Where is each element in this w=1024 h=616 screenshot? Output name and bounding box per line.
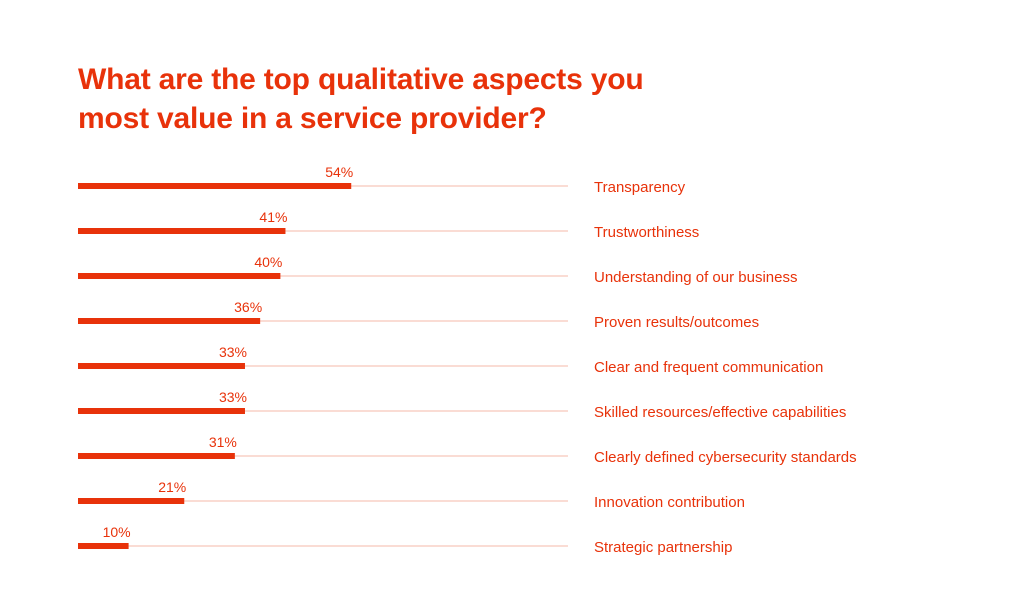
value-label: 41% <box>259 209 287 225</box>
category-label: Trustworthiness <box>594 224 699 241</box>
bar <box>78 498 185 504</box>
value-label: 31% <box>209 434 237 450</box>
bar <box>78 318 261 324</box>
category-label: Clear and frequent communication <box>594 359 823 376</box>
chart-title: What are the top qualitative aspects you… <box>78 60 838 138</box>
value-label: 10% <box>103 524 131 540</box>
value-label: 21% <box>158 479 186 495</box>
value-label: 33% <box>219 344 247 360</box>
category-label: Innovation contribution <box>594 494 745 511</box>
bar <box>78 183 352 189</box>
chart-title-line-2: most value in a service provider? <box>78 102 547 135</box>
bar <box>78 273 281 279</box>
category-label: Transparency <box>594 179 686 196</box>
value-label: 54% <box>325 164 353 180</box>
category-label: Clearly defined cybersecurity standards <box>594 449 857 466</box>
bar <box>78 408 245 414</box>
category-label: Proven results/outcomes <box>594 314 759 331</box>
bar <box>78 228 286 234</box>
bar <box>78 453 235 459</box>
category-label: Understanding of our business <box>594 269 797 286</box>
bar <box>78 543 129 549</box>
chart-title-line-1: What are the top qualitative aspects you <box>78 63 644 96</box>
value-label: 40% <box>254 254 282 270</box>
category-label: Strategic partnership <box>594 539 732 556</box>
value-label: 33% <box>219 389 247 405</box>
bar <box>78 363 245 369</box>
value-label: 36% <box>234 299 262 315</box>
category-label: Skilled resources/effective capabilities <box>594 404 846 421</box>
